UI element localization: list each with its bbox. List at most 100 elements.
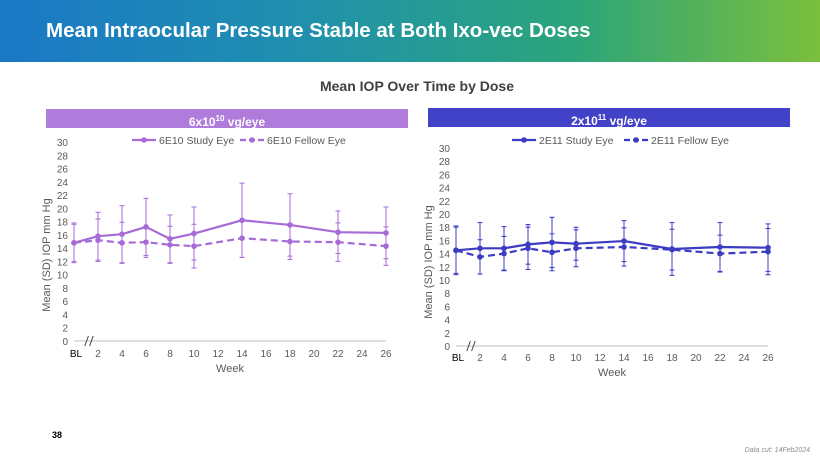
chart2-y-tick-label: 26 xyxy=(439,170,451,181)
title-banner: Mean Intraocular Pressure Stable at Both… xyxy=(0,0,820,62)
chart2-x-tick-label: 12 xyxy=(594,353,606,364)
chart1-x-tick-label: 16 xyxy=(260,349,272,360)
chart1-y-tick-label: 20 xyxy=(57,204,69,215)
chart2-series-2-line xyxy=(455,245,769,259)
chart2-x-axis-title: Week xyxy=(598,367,626,379)
chart2-x-tick-label: 16 xyxy=(642,353,654,364)
chart2-y-tick-label: 6 xyxy=(444,302,450,313)
chart1-y-tick-label: 30 xyxy=(57,138,69,149)
chart2-x-tick-label: 8 xyxy=(549,353,555,364)
chart2-y-tick-label: 14 xyxy=(439,250,451,261)
chart2-y-tick-label: 18 xyxy=(439,223,451,234)
chart2-axis-break xyxy=(466,340,471,352)
chart1-x-tick-label: 10 xyxy=(188,349,200,360)
chart1-x-tick-label: 14 xyxy=(236,349,248,360)
chart2-x-tick-label: 24 xyxy=(738,353,750,364)
chart2-x-tick-label: 14 xyxy=(618,353,630,364)
chart2-y-tick-label: 4 xyxy=(444,316,450,327)
data-cut-note: Data cut: 14Feb2024 xyxy=(744,447,810,454)
chart1-y-tick-label: 22 xyxy=(57,191,69,202)
left-panel-header: 6x1010 vg/eye xyxy=(46,109,408,129)
chart2-x-tick-label: 18 xyxy=(666,353,678,364)
chart1-y-tick-label: 18 xyxy=(57,218,69,229)
chart1-x-tick-label: 22 xyxy=(332,349,344,360)
chart2-y-tick-label: 0 xyxy=(444,342,450,353)
chart2-y-tick-label: 10 xyxy=(439,276,451,287)
chart2-series-2-point xyxy=(477,254,483,260)
chart2-series-1-legend-marker xyxy=(521,137,527,143)
page-number: 38 xyxy=(52,430,63,440)
chart1-series-2-line xyxy=(73,237,387,248)
chart2-x-tick-label: 6 xyxy=(525,353,531,364)
chart2-y-tick-label: 28 xyxy=(439,157,451,168)
chart1-x-tick-label: 26 xyxy=(380,349,392,360)
chart1-series-1-legend-label: 6E10 Study Eye xyxy=(159,135,234,147)
chart2-x-tick-label: 4 xyxy=(501,353,507,364)
chart1-series-1-line xyxy=(73,219,387,244)
chart2-series-2-legend-marker xyxy=(633,137,639,143)
chart1-y-tick-label: 24 xyxy=(57,178,69,189)
chart1-x-tick-label: 4 xyxy=(119,349,125,360)
right-header-exp: 11 xyxy=(597,113,607,122)
chart1-series-2-point xyxy=(71,240,77,246)
chart2-series-2-point xyxy=(501,250,507,257)
chart1-series-2-point xyxy=(119,240,125,246)
chart2-series-2-legend-label: 2E11 Fellow Eye xyxy=(651,135,729,147)
chart1-y-tick-label: 16 xyxy=(57,231,69,242)
chart1-series-1-legend-marker xyxy=(141,137,147,143)
chart2-series-2-point xyxy=(525,245,531,252)
chart2-x-tick-label: BL xyxy=(452,353,465,364)
chart2-series-2-point xyxy=(621,244,627,250)
chart1-series-2-legend-label: 6E10 Fellow Eye xyxy=(267,135,346,147)
chart2-x-tick-label: 26 xyxy=(762,353,774,364)
chart1-series-2-point xyxy=(287,238,293,245)
chart2-y-tick-label: 12 xyxy=(439,263,451,274)
chart1-x-tick-label: 12 xyxy=(212,349,224,360)
chart1-axis-break xyxy=(89,335,94,347)
chart1-series-2-legend-marker xyxy=(249,137,255,143)
chart2-x-tick-label: 2 xyxy=(477,353,483,364)
right-header-base: 2x10 xyxy=(571,114,598,128)
chart1-x-tick-label: 24 xyxy=(356,349,368,360)
chart2-y-tick-label: 20 xyxy=(439,210,451,221)
chart1-x-tick-label: 6 xyxy=(143,349,149,360)
chart1-x-tick-label: 18 xyxy=(284,349,296,360)
chart1-y-tick-label: 10 xyxy=(57,271,69,282)
right-header-unit: vg/eye xyxy=(606,114,647,128)
chart1-y-tick-label: 28 xyxy=(57,151,69,162)
chart1-series-2-point xyxy=(143,239,149,245)
chart1-y-tick-label: 26 xyxy=(57,165,69,176)
chart1-x-tick-label: 8 xyxy=(167,349,173,360)
chart2-y-tick-label: 22 xyxy=(439,197,451,208)
chart1-y-tick-label: 0 xyxy=(62,337,68,348)
chart2-y-tick-label: 8 xyxy=(444,289,450,300)
chart2-axis-break xyxy=(471,340,476,352)
chart1-series-2-point xyxy=(383,243,389,249)
chart1-series-2-point xyxy=(167,242,173,248)
chart1-y-tick-label: 8 xyxy=(62,284,68,295)
chart1-y-axis-title: Mean (SD) IOP mm Hg xyxy=(41,198,53,312)
chart2-y-tick-label: 2 xyxy=(444,329,450,340)
chart1-series-2-point xyxy=(335,239,341,245)
chart2-series-1-legend-label: 2E11 Study Eye xyxy=(539,135,614,147)
chart1-y-tick-label: 2 xyxy=(62,324,68,335)
chart1-y-tick-label: 14 xyxy=(57,244,69,255)
chart2-y-tick-label: 30 xyxy=(439,144,451,155)
chart2-y-tick-label: 16 xyxy=(439,236,451,247)
left-header-unit: vg/eye xyxy=(224,115,266,129)
chart1-axis-break xyxy=(84,335,89,347)
chart2-series-2-point xyxy=(549,249,555,256)
slide-title: Mean Intraocular Pressure Stable at Both… xyxy=(46,19,591,42)
chart2-series-2-point xyxy=(453,247,459,254)
chart1-y-tick-label: 6 xyxy=(62,297,68,308)
chart1-x-tick-label: 20 xyxy=(308,349,320,360)
chart2-x-tick-label: 20 xyxy=(690,353,702,364)
chart1-y-tick-label: 4 xyxy=(62,310,68,321)
chart2-x-tick-label: 10 xyxy=(570,353,582,364)
chart2-series-1-line xyxy=(455,239,769,252)
chart1-x-tick-label: BL xyxy=(70,349,83,360)
chart2-series-2-point xyxy=(669,246,675,253)
chart1-series-2-point xyxy=(95,237,101,243)
chart2-y-tick-label: 24 xyxy=(439,184,451,195)
